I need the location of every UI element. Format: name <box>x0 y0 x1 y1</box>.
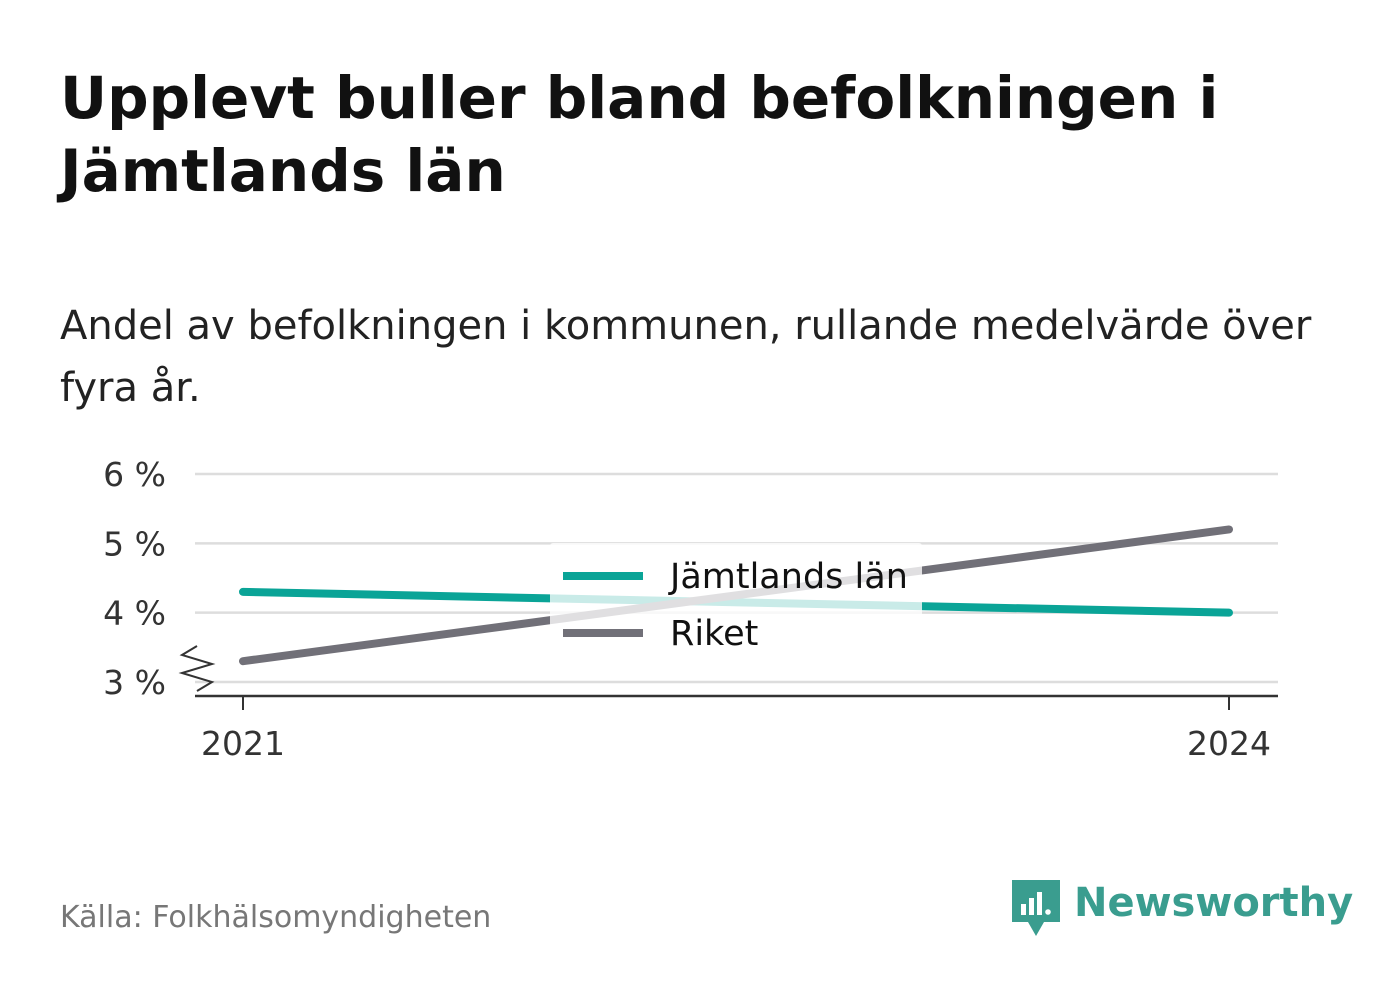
chart-title: Upplevt buller bland befolkningen i Jämt… <box>60 64 1219 205</box>
y-tick-label: 5 % <box>103 524 166 563</box>
brand-logo: Newsworthy <box>1010 878 1353 942</box>
y-tick-labels: 3 % 4 % 5 % 6 % <box>103 455 166 702</box>
chart-subtitle: Andel av befolkningen i kommunen, rullan… <box>60 303 1312 411</box>
x-tick-label: 2024 <box>1187 724 1271 763</box>
legend-label: Riket <box>670 614 758 654</box>
y-tick-label: 3 % <box>103 663 166 702</box>
legend-label: Jämtlands län <box>668 557 908 597</box>
y-axis-break-icon <box>178 645 216 692</box>
y-tick-label: 4 % <box>103 594 166 633</box>
x-tick-label: 2021 <box>201 724 285 763</box>
legend: Jämtlands län Riket <box>550 543 922 658</box>
brand-name: Newsworthy <box>1074 880 1354 926</box>
x-ticks: 2021 2024 <box>201 696 1271 763</box>
source-note: Källa: Folkhälsomyndigheten <box>60 900 492 935</box>
newsworthy-logo-icon <box>1012 880 1060 936</box>
y-tick-label: 6 % <box>103 455 166 494</box>
